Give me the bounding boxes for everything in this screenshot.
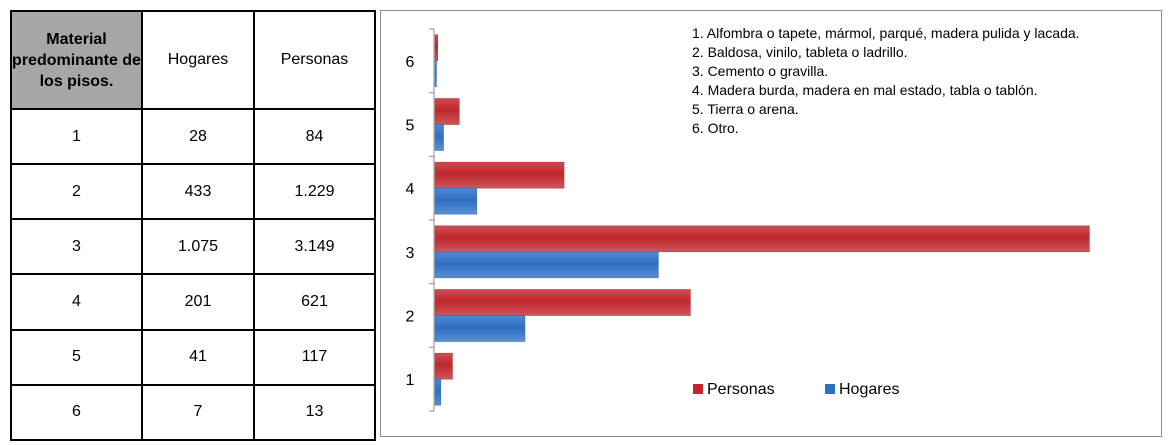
cell-personas: 84 (253, 107, 376, 166)
legend-label-hogares: Hogares (839, 381, 899, 398)
y-tick-label: 4 (406, 181, 415, 198)
bar-hogares-4 (434, 187, 478, 215)
table-row: 5 41 117 (10, 328, 376, 386)
note-line: 4. Madera burda, madera en mal estado, t… (692, 82, 1038, 98)
header-personas: Personas (253, 10, 376, 110)
y-tick-label: 6 (406, 54, 415, 71)
bar-personas-5 (434, 98, 460, 125)
bar-personas-2 (434, 289, 691, 316)
cell-hogares: 28 (141, 107, 255, 166)
y-tick-label: 3 (406, 245, 415, 262)
note-line: 2. Baldosa, vinilo, tableta o ladrillo. (692, 44, 908, 60)
cell-hogares: 1.075 (141, 218, 255, 276)
legend-label-personas: Personas (707, 381, 775, 398)
y-tick-label: 2 (406, 309, 415, 326)
bar-chart: 1 2 3 4 5 6 1. Alfombra o tapete, mármol, parq… (406, 25, 1090, 412)
cell-personas: 13 (253, 383, 376, 442)
table-row: 3 1.075 3.149 (10, 218, 376, 276)
bar-hogares-5 (434, 124, 444, 151)
header-material: Material predominante de los pisos. (10, 10, 143, 110)
note-line: 1. Alfombra o tapete, mármol, parqué, ma… (692, 25, 1080, 41)
bar-hogares-1 (434, 378, 442, 406)
cell-personas: 3.149 (253, 218, 376, 276)
bar-hogares-2 (434, 315, 526, 342)
table-row: 1 28 84 (10, 107, 376, 166)
cell-hogares: 41 (141, 328, 255, 386)
bar-personas-4 (434, 161, 565, 189)
table-row: 6 7 13 (10, 383, 376, 442)
data-table: Material predominante de los pisos. Hoga… (10, 10, 376, 442)
table-header-row: Material predominante de los pisos. Hoga… (10, 10, 376, 110)
cell-material: 2 (10, 163, 143, 221)
legend-swatch-personas (693, 384, 703, 394)
table-row: 4 201 621 (10, 273, 376, 331)
cell-material: 4 (10, 273, 143, 331)
cell-personas: 621 (253, 273, 376, 331)
header-hogares: Hogares (141, 10, 255, 110)
bar-hogares-3 (434, 251, 659, 279)
cell-material: 6 (10, 383, 143, 442)
table-row: 2 433 1.229 (10, 163, 376, 221)
cell-material: 5 (10, 328, 143, 386)
note-line: 3. Cemento o gravilla. (692, 63, 828, 79)
note-line: 5. Tierra o arena. (692, 101, 799, 117)
cell-material: 3 (10, 218, 143, 276)
bar-personas-6 (434, 34, 438, 62)
chart-frame: 1 2 3 4 5 6 1. Alfombra o tapete, mármol, parq… (380, 10, 1162, 437)
bar-personas-3 (434, 225, 1090, 253)
cell-hogares: 433 (141, 163, 255, 221)
y-tick-label: 1 (406, 372, 415, 389)
cell-material: 1 (10, 107, 143, 166)
cell-hogares: 7 (141, 383, 255, 442)
note-line: 6. Otro. (692, 120, 739, 136)
bar-personas-1 (434, 352, 453, 380)
cell-personas: 1.229 (253, 163, 376, 221)
cell-personas: 117 (253, 328, 376, 386)
cell-hogares: 201 (141, 273, 255, 331)
legend-swatch-hogares (825, 384, 835, 394)
bar-hogares-6 (434, 60, 437, 88)
y-tick-label: 5 (406, 118, 415, 135)
